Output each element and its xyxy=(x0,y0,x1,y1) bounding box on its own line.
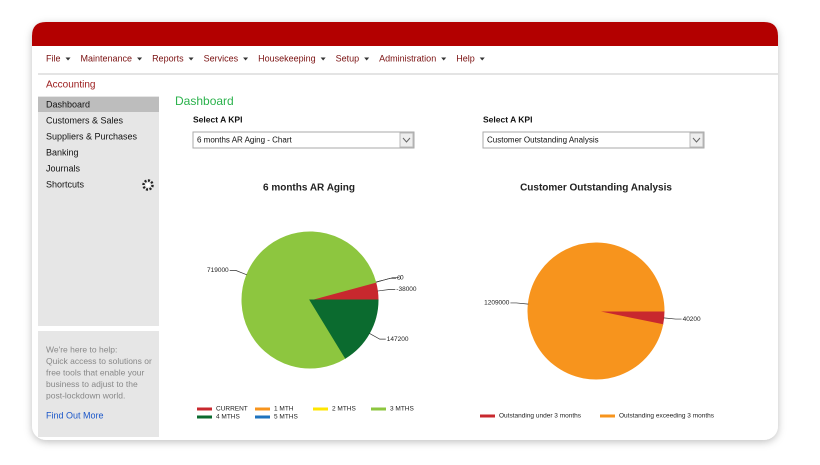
legend-swatch xyxy=(255,415,270,419)
legend-swatch xyxy=(480,414,495,418)
help-link[interactable]: Find Out More xyxy=(46,410,104,420)
data-label: 147200 xyxy=(387,336,409,343)
data-label: 0 xyxy=(400,274,404,281)
label-line xyxy=(663,317,682,320)
legend-swatch xyxy=(197,415,212,419)
menu-caret[interactable] xyxy=(243,57,249,61)
chart-title: 6 months AR Aging xyxy=(263,183,355,194)
menu-caret[interactable] xyxy=(65,57,71,61)
legend-label: Outstanding exceeding 3 months xyxy=(619,413,715,420)
sidebar-item[interactable]: Customers & Sales xyxy=(46,115,124,125)
label-line xyxy=(375,277,400,283)
kpi-select[interactable] xyxy=(482,131,705,149)
menu-caret[interactable] xyxy=(137,57,143,61)
help-text: Quick access to solutions or xyxy=(46,356,152,366)
kpi-label: Select A KPI xyxy=(483,114,532,124)
menu-item[interactable]: Housekeeping xyxy=(258,53,316,63)
legend-label: 1 MTH xyxy=(274,406,294,413)
legend-swatch xyxy=(600,414,615,418)
menu-item[interactable]: Help xyxy=(456,53,475,63)
menu-item[interactable]: Services xyxy=(204,53,239,63)
kpi-selection[interactable]: 6 months AR Aging - Chart xyxy=(197,136,292,145)
kpi-label: Select A KPI xyxy=(193,114,242,124)
help-text: business to adjust to the xyxy=(46,379,138,389)
sidebar-item[interactable]: Dashboard xyxy=(46,99,90,109)
legend-swatch xyxy=(313,407,328,411)
menu-item[interactable]: Administration xyxy=(379,53,436,63)
menu-item[interactable]: Reports xyxy=(152,53,184,63)
legend-label: 5 MTHS xyxy=(274,414,299,421)
sidebar-item[interactable]: Journals xyxy=(46,163,81,173)
data-label: 40200 xyxy=(683,316,701,323)
menu-caret[interactable] xyxy=(188,57,194,61)
select-arrow-box[interactable] xyxy=(689,132,704,148)
menu-caret[interactable] xyxy=(441,57,447,61)
sidebar-item[interactable]: Banking xyxy=(46,147,79,157)
legend-label: Outstanding under 3 months xyxy=(499,413,582,420)
label-line xyxy=(377,289,396,292)
settings-icon[interactable] xyxy=(142,179,154,191)
legend-label: 3 MTHS xyxy=(390,406,415,413)
help-text: post-lockdown world. xyxy=(46,390,125,400)
top-bar xyxy=(32,22,778,46)
legend-label: 2 MTHS xyxy=(332,406,357,413)
menu-item[interactable]: File xyxy=(46,53,61,63)
pie-slice xyxy=(309,299,379,359)
data-label: -38000 xyxy=(396,286,417,293)
select-arrow[interactable] xyxy=(402,137,411,143)
label-line xyxy=(510,302,529,305)
help-panel xyxy=(38,331,159,437)
data-label: 0 xyxy=(397,275,401,282)
menu-item[interactable]: Setup xyxy=(336,53,360,63)
menu-item[interactable]: Maintenance xyxy=(81,53,133,63)
menu-caret[interactable] xyxy=(364,57,370,61)
chart-title: Customer Outstanding Analysis xyxy=(520,183,672,194)
sidebar-item[interactable]: Suppliers & Purchases xyxy=(46,131,138,141)
legend-swatch xyxy=(371,407,386,411)
help-text: free tools that enable your xyxy=(46,367,144,377)
data-label: 1209000 xyxy=(484,300,510,307)
dashboard-title: Dashboard xyxy=(175,94,234,108)
sidebar-active xyxy=(38,97,159,112)
data-label: 719000 xyxy=(207,267,229,274)
label-line xyxy=(229,270,247,276)
sidebar-title: Accounting xyxy=(46,80,95,91)
pie-slice xyxy=(527,242,665,380)
legend-swatch xyxy=(255,407,270,411)
sidebar-panel xyxy=(38,96,159,326)
kpi-selection[interactable]: Customer Outstanding Analysis xyxy=(487,136,599,145)
label-line xyxy=(369,332,386,340)
legend-label: 4 MTHS xyxy=(216,414,241,421)
sidebar-item[interactable]: Shortcuts xyxy=(46,179,85,189)
legend-swatch xyxy=(197,407,212,411)
menu-caret[interactable] xyxy=(479,57,485,61)
help-text: We're here to help: xyxy=(46,344,117,354)
kpi-select[interactable] xyxy=(192,131,415,149)
menu-caret[interactable] xyxy=(320,57,326,61)
select-arrow[interactable] xyxy=(692,137,701,143)
select-arrow-box[interactable] xyxy=(399,132,414,148)
legend-label: CURRENT xyxy=(216,406,248,413)
